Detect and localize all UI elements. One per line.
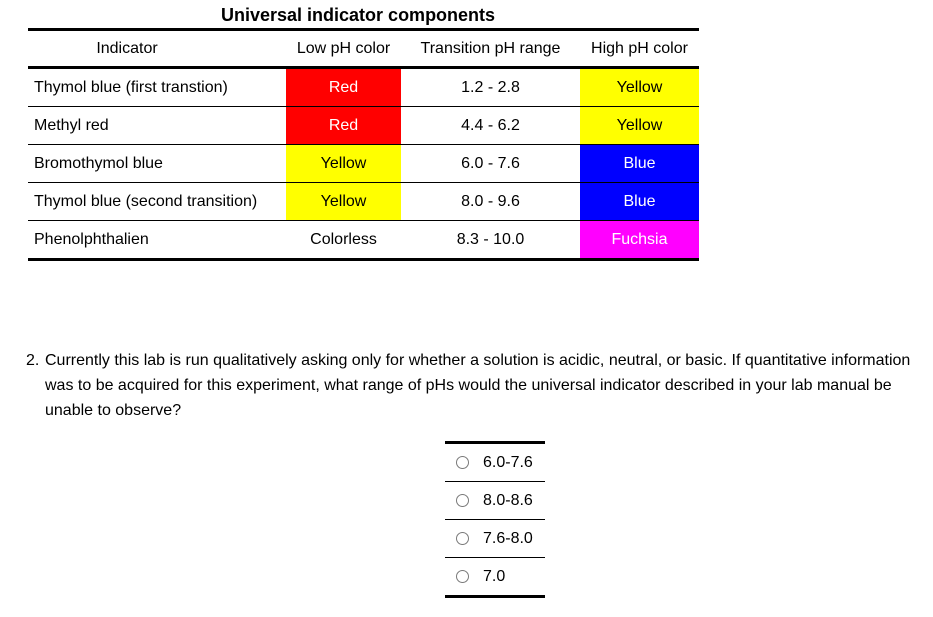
table-row: Phenolphthalien Colorless 8.3 - 10.0 Fuc… — [28, 220, 699, 260]
indicator-name: Phenolphthalien — [34, 230, 149, 248]
question-number: 2. — [26, 352, 40, 369]
indicator-table: Indicator Low pH color Transition pH ran… — [28, 28, 699, 261]
high-ph-color-cell: Yellow — [580, 106, 699, 145]
answer-option[interactable]: 7.0 — [445, 558, 545, 595]
answer-choices: 6.0-7.6 8.0-8.6 7.6-8.0 7.0 — [445, 441, 545, 598]
high-ph-color-cell: Blue — [580, 144, 699, 183]
header-high-ph-color: High pH color — [591, 39, 688, 57]
table-row: Thymol blue (first transtion) Red 1.2 - … — [28, 67, 699, 107]
transition-range-cell: 1.2 - 2.8 — [461, 78, 520, 96]
answer-label: 8.0-8.6 — [483, 491, 533, 509]
question-text: Currently this lab is run qualitatively … — [45, 352, 911, 419]
answer-label: 7.0 — [483, 567, 506, 585]
low-ph-color-cell: Colorless — [310, 230, 377, 248]
indicator-name: Thymol blue (first transtion) — [34, 78, 228, 96]
table-row: Methyl red Red 4.4 - 6.2 Yellow — [28, 106, 699, 145]
radio-button[interactable] — [456, 532, 469, 545]
table-row: Thymol blue (second transition) Yellow 8… — [28, 182, 699, 221]
low-ph-color-cell: Yellow — [286, 182, 401, 221]
table-row: Bromothymol blue Yellow 6.0 - 7.6 Blue — [28, 144, 699, 183]
radio-button[interactable] — [456, 494, 469, 507]
indicator-name: Methyl red — [34, 116, 109, 134]
transition-range-cell: 4.4 - 6.2 — [461, 116, 520, 134]
indicator-name: Bromothymol blue — [34, 154, 163, 172]
high-ph-color-cell: Yellow — [580, 67, 699, 107]
high-ph-color-cell: Fuchsia — [580, 220, 699, 260]
header-indicator: Indicator — [96, 39, 158, 57]
header-transition-range: Transition pH range — [420, 39, 561, 57]
transition-range-cell: 6.0 - 7.6 — [461, 154, 520, 172]
low-ph-color-cell: Red — [286, 106, 401, 145]
table-title: Universal indicator components — [221, 5, 496, 25]
answer-label: 7.6-8.0 — [483, 529, 533, 547]
question-block: 2. Currently this lab is run qualitative… — [26, 348, 931, 423]
transition-range-cell: 8.0 - 9.6 — [461, 192, 520, 210]
high-ph-color-cell: Blue — [580, 182, 699, 221]
low-ph-color-cell: Yellow — [286, 144, 401, 183]
answer-option[interactable]: 7.6-8.0 — [445, 520, 545, 558]
header-low-ph-color: Low pH color — [296, 39, 391, 57]
indicator-name: Thymol blue (second transition) — [34, 192, 258, 210]
low-ph-color-cell: Red — [286, 67, 401, 107]
radio-button[interactable] — [456, 570, 469, 583]
table-header-row: Indicator Low pH color Transition pH ran… — [28, 29, 699, 68]
answer-option[interactable]: 6.0-7.6 — [445, 444, 545, 482]
answer-option[interactable]: 8.0-8.6 — [445, 482, 545, 520]
answer-label: 6.0-7.6 — [483, 453, 533, 471]
radio-button[interactable] — [456, 456, 469, 469]
transition-range-cell: 8.3 - 10.0 — [456, 230, 525, 248]
